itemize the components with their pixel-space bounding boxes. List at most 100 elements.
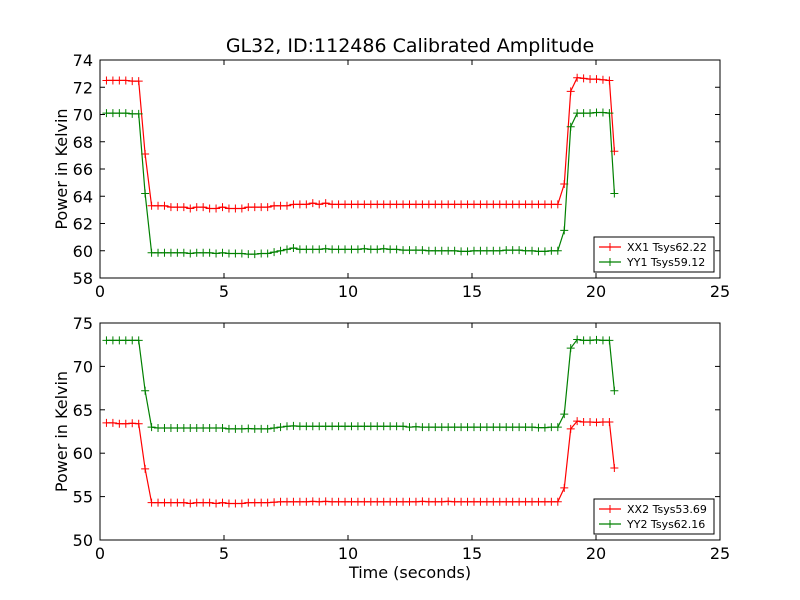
panel1-series-2-marker [540,247,549,256]
panel1-series-1-marker [263,203,272,212]
panel2-legend-label-2: YY2 Tsys62.16 [626,518,705,531]
panel1-series-2-marker [553,246,562,255]
panel1-series-1-marker [579,74,588,83]
panel1-y-tick-label: 72 [73,78,93,97]
panel1-y-tick-label: 74 [73,51,93,70]
panel1-series-1 [102,73,619,213]
panel2-legend-label-1: XX2 Tsys53.69 [627,503,707,516]
panel1-y-tick-label: 60 [73,242,93,261]
panel1-series-2-marker [450,246,459,255]
panel2-series-1-marker [566,424,575,433]
panel2-series-2-marker [553,423,562,432]
panel1-legend-marker-2 [606,258,614,266]
panel2-series-2 [102,335,619,433]
panel2-series-2-marker [560,410,569,419]
panel2-x-tick-label: 20 [586,544,606,563]
panel2-series-2-marker [263,424,272,433]
panel1-series-2-marker [263,249,272,258]
panel2-series-1-marker [141,464,150,473]
panel1-series-2-marker [121,109,130,118]
panel1-series-1-marker [553,200,562,209]
panel1-series-1-marker [186,204,195,213]
panel2-series-1-marker [573,417,582,426]
panel1-series-2-marker [237,249,246,258]
panel1-series-2-marker [566,122,575,131]
panel2-series-2-marker [276,423,285,432]
panel2-series-1-marker [560,483,569,492]
panel1-x-tick-label: 15 [462,282,482,301]
panel2-legend-marker-2 [606,520,614,528]
panel2-x-tick-label: 0 [95,544,105,563]
panel1-series-2-marker [598,108,607,117]
panel1-plot: 0 5 10 15 20 25 58 60 62 64 66 68 70 72 74 GL32, ID:112… [52,35,730,301]
panel2-series-2-marker [141,386,150,395]
panel1-series-2-marker [528,246,537,255]
panel2-y-tick-label: 50 [73,531,93,550]
panel1-series-1-marker [598,75,607,84]
panel1-series-1-marker [179,203,188,212]
panel1-legend-box [593,236,715,273]
panel1-series-1-marker [212,204,221,213]
panel2-series-2-marker [573,335,582,344]
panel1-series-2-marker [515,246,524,255]
panel1-series-2-marker [179,248,188,257]
panel1-series-2-marker [141,189,150,198]
panel2-y-tick-label: 60 [73,444,93,463]
panel1-legend-marker-1 [606,243,614,251]
panel2-series-1-marker [610,463,619,472]
panel1-series-2-marker [379,244,388,253]
panel1-y-axis-label: Power in Kelvin [52,108,71,229]
panel1-series-1-marker [592,75,601,84]
panel1-legend-label-2: YY1 Tsys59.12 [626,256,705,269]
panel2-series-2-marker [147,423,156,432]
panel1-series-2-marker [218,248,227,257]
panel2-legend-marker-1 [606,505,614,513]
panel2-x-tick-label: 25 [710,544,730,563]
panel2-x-axis-label: Time (seconds) [348,563,471,582]
panel1-series-1-marker [605,76,614,85]
panel1-series-1-marker [315,200,324,209]
panel1-series-1-marker [199,203,208,212]
panel1-series-2-marker [560,226,569,235]
panel1-series-2-marker [360,244,369,253]
panel1-y-tick-label: 62 [73,215,93,234]
panel2-series-1-marker [237,499,246,508]
panel1-series-1-marker [321,199,330,208]
panel1-x-tick-label: 20 [586,282,606,301]
panel1-legend-label-1: XX1 Tsys62.22 [627,241,707,254]
panel1-series-1-marker [302,200,311,209]
panel2-series-2-marker [270,424,279,433]
panel2-series-1-marker [179,498,188,507]
panel1-series-2-marker [373,245,382,254]
panel2-series-1 [102,417,619,508]
panel1-series-2-marker [212,249,221,258]
panel1-series-1-marker [160,201,169,210]
panel2-series-1-marker [212,499,221,508]
panel2-series-2-marker [610,386,619,395]
panel1-series-1-marker [573,73,582,82]
panel1-series-2-marker [463,247,472,256]
panel1-x-tick-label: 10 [338,282,358,301]
panel1-series-2-marker [315,245,324,254]
panel1-series-2-marker [250,250,259,259]
panel1-series-2-marker [586,109,595,118]
panel1-series-2-marker [289,244,298,253]
panel1-series-2-marker [134,109,143,118]
panel2-series-1-marker [605,417,614,426]
panel1-series-2 [102,108,619,259]
panel2-y-tick-label: 55 [73,488,93,507]
panel2-series-2-marker [605,336,614,345]
panel1-y-tick-label: 70 [73,106,93,125]
panel1-series-1-marker [282,201,291,210]
panel1-series-1-marker [237,204,246,213]
panel1-x-tick-label: 5 [219,282,229,301]
panel2-series-1-marker [205,498,214,507]
panel1-y-tick-label: 58 [73,269,93,288]
panel2-legend: XX2 Tsys53.69 YY2 Tsys62.16 [593,498,715,535]
panel2-series-1-marker [218,498,227,507]
panel1-series-2-marker [276,246,285,255]
panel2-series-2-marker [399,422,408,431]
panel2-series-2-marker [218,424,227,433]
panel1-series-2-marker [605,109,614,118]
